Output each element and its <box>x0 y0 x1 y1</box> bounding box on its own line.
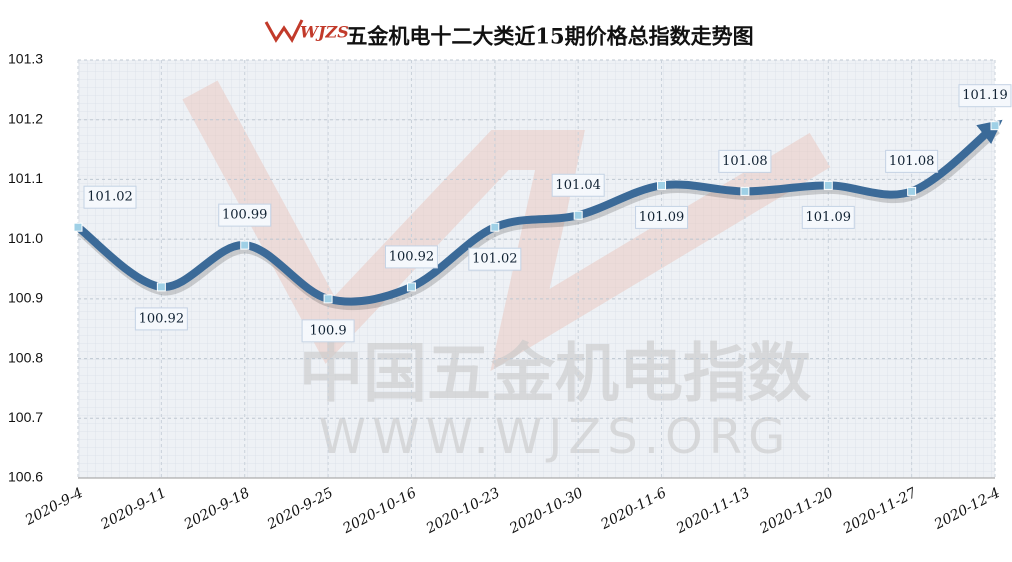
value-label-box <box>384 245 438 269</box>
value-label-box <box>468 247 522 271</box>
x-tick-label: 2020-10-23 <box>423 485 503 538</box>
x-tick-label: 2020-11-6 <box>598 485 670 533</box>
value-label: 100.92 <box>139 311 185 326</box>
y-tick-label: 101.2 <box>8 110 43 126</box>
value-label: 101.08 <box>889 154 935 169</box>
y-tick-label: 101.0 <box>8 230 43 246</box>
x-tick-label: 2020-10-30 <box>506 485 586 538</box>
logo: WJZS <box>264 19 349 43</box>
x-tick-label: 2020-11-13 <box>673 485 753 538</box>
value-label: 101.19 <box>962 88 1008 103</box>
y-tick-label: 100.6 <box>8 469 43 485</box>
y-tick-label: 100.8 <box>8 349 43 365</box>
value-label-box <box>635 205 689 229</box>
value-label-box <box>301 319 355 343</box>
value-label: 100.99 <box>222 208 268 223</box>
value-label: 100.9 <box>309 323 346 338</box>
value-label-box <box>885 149 939 173</box>
value-label: 101.02 <box>472 252 518 267</box>
point-marker <box>490 222 500 232</box>
value-label: 101.09 <box>639 210 685 225</box>
plot-pattern <box>78 60 995 478</box>
chart-title: 五金机电十二大类近15期价格总指数走势图 <box>346 24 753 49</box>
x-tick-label: 2020-9-4 <box>22 485 86 529</box>
x-tick-label: 2020-10-16 <box>340 485 420 538</box>
line <box>74 119 1003 306</box>
point-marker <box>740 186 750 196</box>
x-tick-label: 2020-12-4 <box>931 485 1003 533</box>
x-tick-label: 2020-9-25 <box>264 485 336 533</box>
value-label: 101.02 <box>87 190 133 205</box>
point-marker <box>573 210 583 220</box>
value-label-box <box>134 307 188 331</box>
x-tick-label: 2020-9-18 <box>181 485 253 533</box>
point-marker <box>240 240 250 250</box>
point-marker <box>406 282 416 292</box>
value-label: 101.09 <box>806 210 852 225</box>
value-label-box <box>218 203 272 227</box>
point-marker <box>907 186 917 196</box>
y-tick-label: 101.3 <box>8 51 43 67</box>
x-tick-label: 2020-9-11 <box>97 485 169 533</box>
x-tick-label: 2020-11-27 <box>840 485 920 538</box>
logo-text: WJZS <box>300 23 349 42</box>
value-label-box <box>801 205 855 229</box>
value-label: 100.92 <box>389 249 435 264</box>
point-marker <box>657 180 667 190</box>
y-tick-label: 100.9 <box>8 290 43 306</box>
point-marker <box>823 180 833 190</box>
x-tick-label: 2020-11-20 <box>756 485 836 538</box>
value-label-box <box>718 149 772 173</box>
point-marker <box>156 282 166 292</box>
value-label: 101.08 <box>722 154 768 169</box>
watermark-url: WWW.WJZS.ORG <box>319 409 792 465</box>
value-label-box <box>83 185 137 209</box>
value-label: 101.04 <box>555 178 601 193</box>
point-marker <box>73 222 83 232</box>
value-label-box <box>958 84 1012 108</box>
watermark-text: 中国五金机电指数 <box>299 338 811 412</box>
point-marker <box>323 294 333 304</box>
y-tick-label: 101.1 <box>8 170 43 186</box>
y-tick-label: 100.7 <box>8 409 43 425</box>
point-marker <box>990 121 1000 131</box>
value-label-box <box>551 173 605 197</box>
